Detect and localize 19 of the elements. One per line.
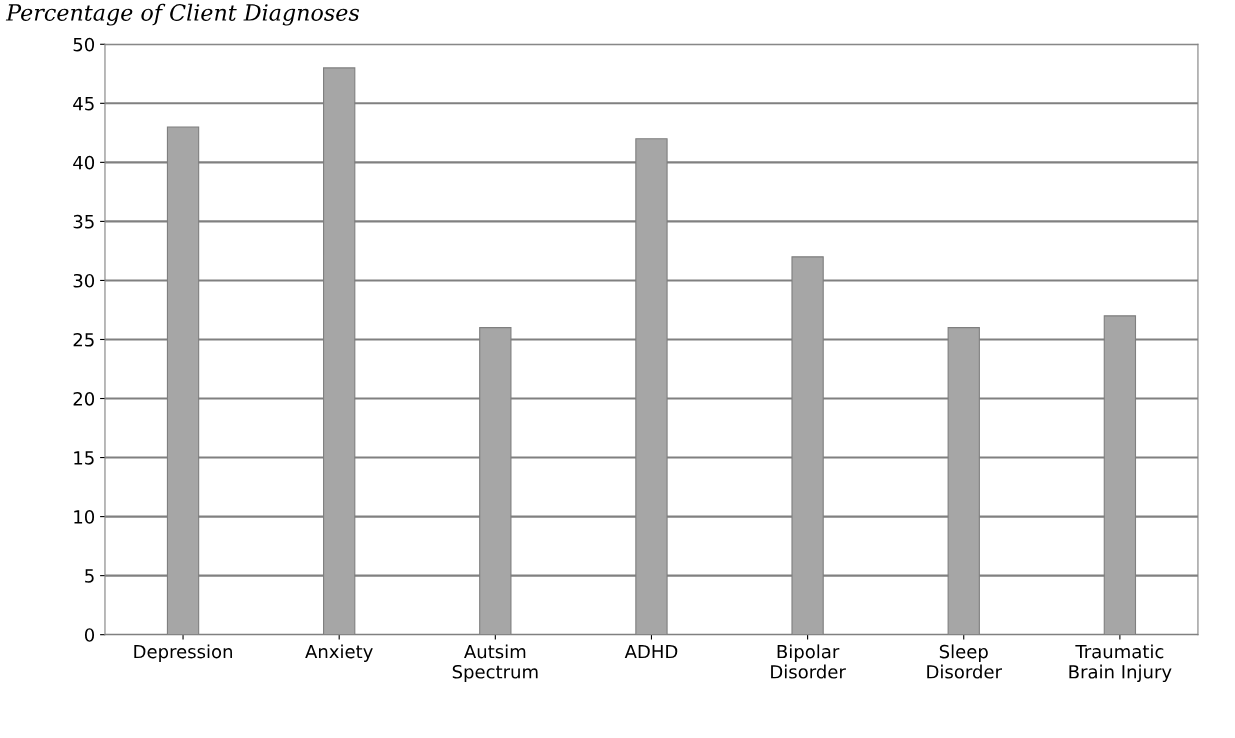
x-tick-label: Autsim Spectrum xyxy=(452,644,538,683)
x-tick-label: Anxiety xyxy=(305,644,373,662)
y-tick-label: 50 xyxy=(73,37,95,52)
x-tick-label: Bipolar Disorder xyxy=(771,644,846,679)
x-tick-label: ADHD xyxy=(624,644,678,659)
y-tick-label: 35 xyxy=(73,214,94,229)
x-tick-label: Traumatic Brain Injury xyxy=(1069,644,1172,683)
chart-title: Percentage of Client Diagnoses xyxy=(5,3,360,26)
y-tick-label: 45 xyxy=(73,97,94,111)
y-tick-label: 15 xyxy=(74,451,94,465)
x-tick-label: Sleep Disorder xyxy=(927,644,1002,679)
y-tick-label: 25 xyxy=(73,332,94,347)
y-tick-label: 0 xyxy=(84,628,95,642)
y-tick-label: 20 xyxy=(73,391,95,406)
y-tick-label: 10 xyxy=(74,510,95,524)
y-tick-label: 5 xyxy=(85,569,94,583)
y-tick-label: 30 xyxy=(73,273,95,288)
y-tick-label: 40 xyxy=(73,155,95,170)
x-tick-label: Depression xyxy=(134,644,232,662)
